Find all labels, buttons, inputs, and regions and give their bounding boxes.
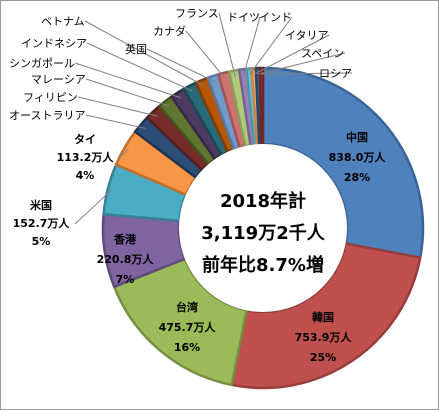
center-growth: 前年比8.7%増 bbox=[202, 254, 324, 276]
slice-label-12: 英国 bbox=[125, 42, 147, 56]
leader-line-10 bbox=[86, 42, 193, 92]
slice-label-19: ロシア bbox=[319, 67, 352, 80]
leader-line-9 bbox=[74, 62, 182, 99]
donut-hole bbox=[179, 144, 347, 312]
slice-19 bbox=[258, 66, 265, 146]
slice-label-7: フィリピン bbox=[23, 91, 78, 104]
leader-line-15 bbox=[243, 16, 261, 76]
leader-line-4 bbox=[74, 189, 113, 225]
slice-label-6: オーストラリア bbox=[9, 109, 85, 122]
leader-line-18 bbox=[257, 52, 346, 75]
leader-line-7 bbox=[77, 96, 158, 117]
slice-label-10: インドネシア bbox=[21, 37, 87, 50]
slice-label-2: 台湾 475.7万人 16% bbox=[159, 300, 217, 354]
slice-label-1: 韓国 753.9万人 25% bbox=[295, 310, 353, 364]
slice-label-18: スペイン bbox=[301, 47, 344, 60]
slice-label-16: インド bbox=[259, 11, 292, 24]
slice-label-15: ドイツ bbox=[227, 11, 260, 24]
center-total-year: 2018年計 bbox=[220, 190, 306, 212]
leader-line-14 bbox=[218, 12, 236, 77]
center-total-value: 3,119万2千人 bbox=[201, 223, 325, 244]
leader-line-17 bbox=[253, 34, 330, 75]
leader-line-5 bbox=[118, 149, 129, 159]
leader-line-19 bbox=[261, 72, 353, 75]
leader-line-8 bbox=[85, 78, 170, 107]
leader-line-13 bbox=[185, 30, 226, 80]
slice-labels: 中国 838.0万人 28% 韓国 753.9万人 25% 台湾 475.7万人 16%香港 22… bbox=[9, 7, 386, 364]
slice-label-9: シンガポール bbox=[9, 57, 75, 70]
slice-label-11: ベトナム bbox=[41, 15, 85, 28]
slice-label-4: 米国 152.7万人 5% bbox=[13, 198, 71, 248]
leader-line-12 bbox=[146, 48, 216, 83]
leader-line-6 bbox=[85, 114, 146, 129]
slice-label-13: カナダ bbox=[153, 24, 186, 38]
slice-label-17: イタリア bbox=[285, 29, 329, 42]
slice-label-0: 中国 838.0万人 28% bbox=[329, 130, 387, 184]
leader-line-16 bbox=[249, 16, 293, 75]
slice-label-5: タイ 113.2万人 4% bbox=[57, 133, 115, 182]
slice-label-8: マレーシア bbox=[31, 73, 86, 86]
leader-lines bbox=[74, 12, 353, 225]
leader-line-11 bbox=[84, 20, 205, 87]
slice-label-3: 香港 220.8万人 7% bbox=[97, 232, 155, 286]
slice-label-14: フランス bbox=[175, 7, 219, 20]
